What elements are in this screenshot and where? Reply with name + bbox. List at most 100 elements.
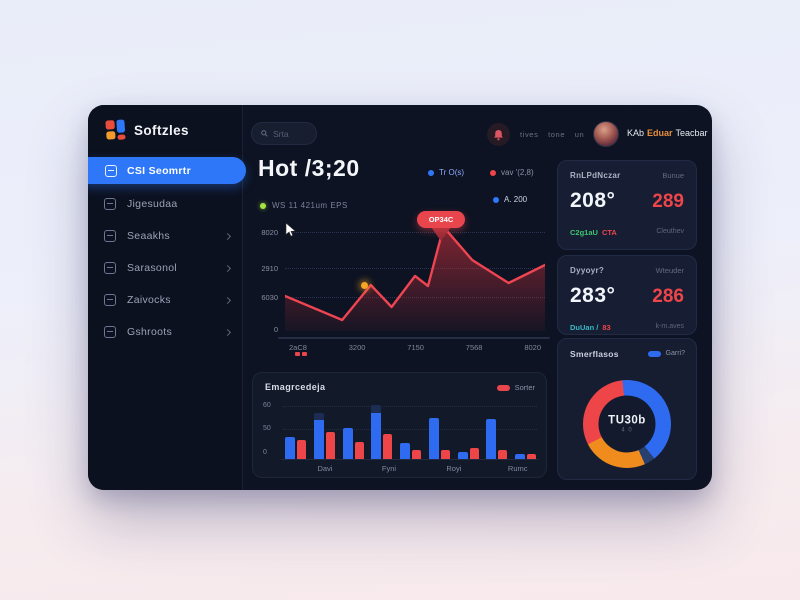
stat-label: RnLPdNczar [570,171,621,180]
bar-group[interactable] [486,418,508,459]
avatar[interactable] [593,121,619,147]
sidebar-item-4[interactable]: Zaivocks [104,289,232,311]
stat-value: 208° [570,189,616,212]
chevron-right-icon [223,328,232,336]
x-tick: 7568 [465,343,483,352]
bar-group[interactable] [342,427,364,459]
x-axis-labels: 2aC8 3200 7150 7568 8020 [285,343,545,352]
line-series [285,225,545,331]
bar-blue [400,443,410,459]
bar-blue [486,418,497,459]
sidebar-item-3[interactable]: Sarasonol [104,257,232,279]
x-tick: 3200 [348,343,366,352]
chart-tooltip: OP34C [417,211,465,228]
sidebar-item-label: Seaakhs [127,230,170,242]
chevron-right-icon [223,296,232,304]
legend-pill-blue-icon [647,350,661,357]
legend-dot-red-icon [490,169,496,176]
bar-group[interactable] [400,443,421,459]
donut-chart[interactable]: TU30b 4 0 [583,380,671,468]
legend-dot-blue-icon [428,169,434,176]
bar-series[interactable] [285,401,536,459]
mouse-cursor-icon [285,223,296,237]
y-tick: 60 [263,402,271,409]
user-name-highlight: Eduar [647,128,673,138]
donut-legend: Garri? [647,350,685,357]
bar-red [325,432,335,459]
card-icon [104,230,116,242]
y-tick: 50 [263,425,271,432]
stat-value-right: 286 [652,286,684,307]
bar-red [354,442,364,459]
logo-text: Softzles [134,122,189,138]
y-tick: 2910 [261,264,278,273]
gridline [285,268,545,269]
y-tick: 0 [263,449,267,456]
bar-chart-title: Emagrcedeja [265,382,326,392]
bar-group[interactable] [428,418,450,459]
stat-value: 283° [570,284,616,307]
highlight-point [361,282,368,289]
axis-marker [295,352,307,356]
dashboard-icon [105,164,117,177]
search-box[interactable] [251,122,317,145]
bar-chart-card: Emagrcedeja Sorter 60 50 0 Davi Fyni Roy… [252,372,547,478]
stat-card-1: RnLPdNczar Bunue 208° 289 C2g1aU CTA Cleu… [557,160,697,250]
user-name-suffix: Teacbar [675,128,708,138]
bar-chart-legend: Sorter [496,383,535,392]
stat-card-2: Dyyoyr? Wteuder 283° 286 DuUan /83 k-m.a… [557,255,697,335]
bar-group[interactable] [313,413,335,459]
legend-label: A. 200 [504,195,528,204]
bar-blue [515,453,525,459]
bar-red [440,450,450,459]
sidebar-item-active[interactable]: CSI Seomrtr [88,157,246,184]
stat-label-right: Bunue [662,171,684,180]
bar-blue [342,427,353,459]
sidebar-item-5[interactable]: Gshroots [104,321,232,343]
y-tick: 8020 [261,228,278,237]
bar-group[interactable] [285,436,306,459]
bar-red [498,450,508,459]
line-chart[interactable]: OP34C [285,211,545,331]
sidebar-item-label: Sarasonol [127,262,177,274]
bar-red [412,450,421,459]
bell-icon [494,129,503,140]
bar-red [527,453,536,459]
sidebar-item-label: Zaivocks [127,294,171,306]
legend-pill-red-icon [496,384,510,391]
search-input[interactable] [273,128,307,139]
grid-icon [104,262,116,274]
bar-red [297,439,306,459]
tooltip-pointer [431,227,451,251]
sidebar-item-1[interactable]: Jigesudaa [104,193,230,215]
sidebar-item-2[interactable]: Seaakhs [104,225,232,247]
x-tick: Fyni [381,464,397,473]
inbox-icon [104,294,116,306]
x-tick: 2aC8 [289,343,307,352]
legend-item-1: Tr O(s) [428,168,464,177]
bar-blue [285,436,295,459]
y-tick: 6030 [261,293,278,302]
user-menu[interactable]: KAb Eduar Teacbar [627,128,712,138]
legend-item-2: vav '(2,8) [490,168,534,177]
stat-delta-negative: 83 [602,323,611,332]
chevron-right-icon [223,232,232,240]
x-tick: 8020 [524,343,541,352]
bar-group[interactable] [371,404,393,459]
search-icon [261,130,268,137]
legend-label: Tr O(s) [439,168,465,177]
legend-label: vav '(2,8) [501,168,534,177]
notification-button[interactable] [487,123,510,146]
bar-blue [457,452,468,459]
stat-delta-positive: C2g1aU [570,228,598,237]
bar-group[interactable] [457,447,479,459]
bar-red [383,434,393,459]
donut-center-sub: 4 0 [621,427,633,434]
donut-center-value: TU30b [608,414,646,427]
page-title: Hot /3;20 [258,155,360,181]
bar-group[interactable] [515,453,536,459]
gridline [285,232,545,233]
bar-blue [428,418,439,459]
header-meta-text: tives tone un [520,130,585,139]
gridline [283,406,537,407]
